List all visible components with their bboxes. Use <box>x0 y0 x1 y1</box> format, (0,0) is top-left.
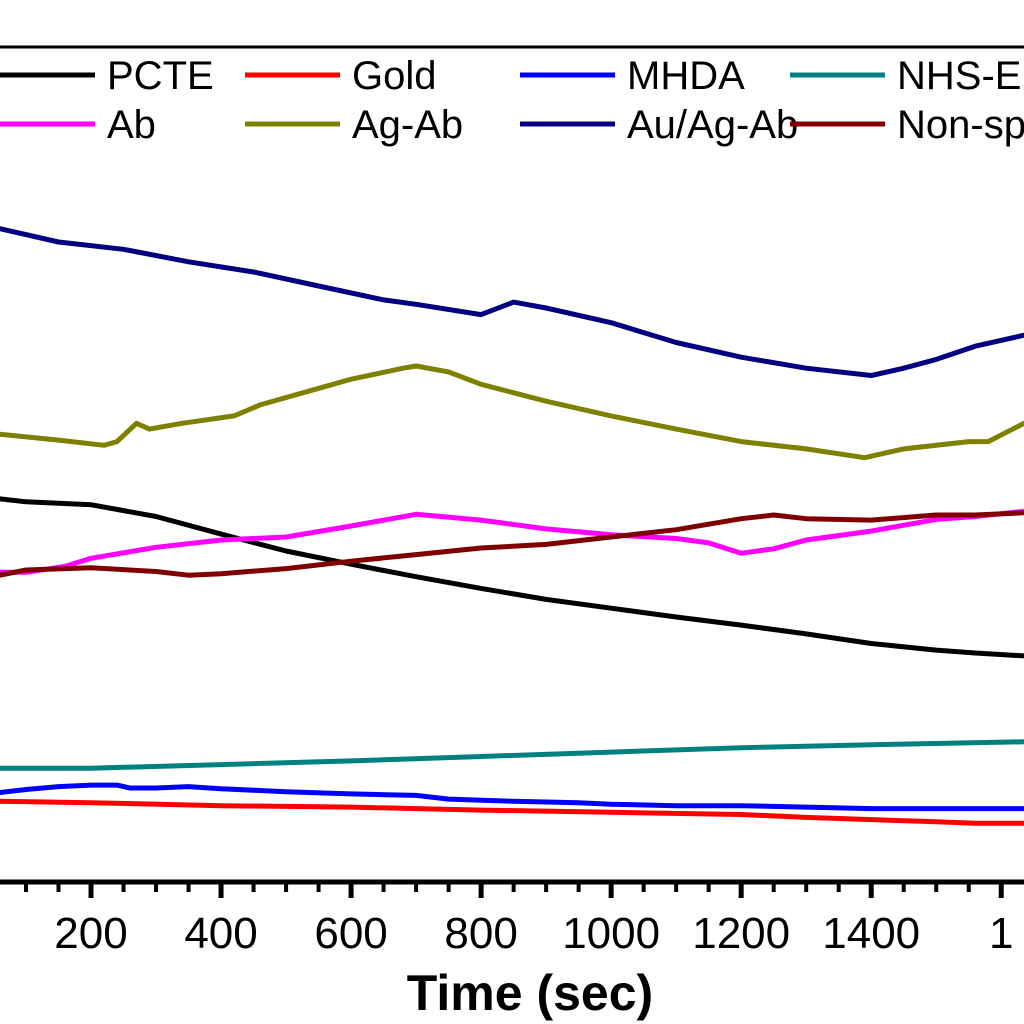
series-line-non-specific <box>0 510 1024 578</box>
x-tick-label: 200 <box>54 909 127 958</box>
x-tick-label: 400 <box>184 909 257 958</box>
legend-label-ab: Ab <box>107 103 156 147</box>
series-line-ag-ab <box>0 363 1024 461</box>
x-tick-label: 1200 <box>692 909 790 958</box>
x-tick-label: 600 <box>314 909 387 958</box>
series-line-gold <box>0 798 1024 826</box>
x-tick-label: 1 <box>989 909 1013 958</box>
legend-label-pcte: PCTE <box>107 54 214 98</box>
legend-label-ag-ab: Ag-Ab <box>352 103 463 147</box>
series-layer <box>0 226 1024 826</box>
legend-label-gold: Gold <box>352 54 437 98</box>
legend-label-mhda: MHDA <box>627 54 745 98</box>
series-line-pcte <box>0 496 1024 659</box>
series-line-ab <box>0 508 1024 575</box>
series-line-mhda <box>0 782 1024 812</box>
x-tick-label: 1400 <box>822 909 920 958</box>
x-axis: 200 400 600 800 1000 1200 1400 1 <box>0 879 1024 958</box>
legend-label-non-specific: Non-specific <box>897 103 1024 147</box>
legend-label-au-ag-ab: Au/Ag-Ab <box>627 103 798 147</box>
x-axis-title: Time (sec) <box>407 965 653 1021</box>
legend-label-nhs-edc: NHS-EDC <box>897 54 1024 98</box>
x-tick-label: 1000 <box>562 909 660 958</box>
series-line-nhs-edc <box>0 739 1024 771</box>
legend: PCTE Gold MHDA NHS-EDC Ab Ag-Ab Au/Ag-Ab Non-sp… <box>0 45 1024 147</box>
series-line-au-ag-ab <box>0 226 1024 378</box>
x-tick-label: 800 <box>444 909 517 958</box>
